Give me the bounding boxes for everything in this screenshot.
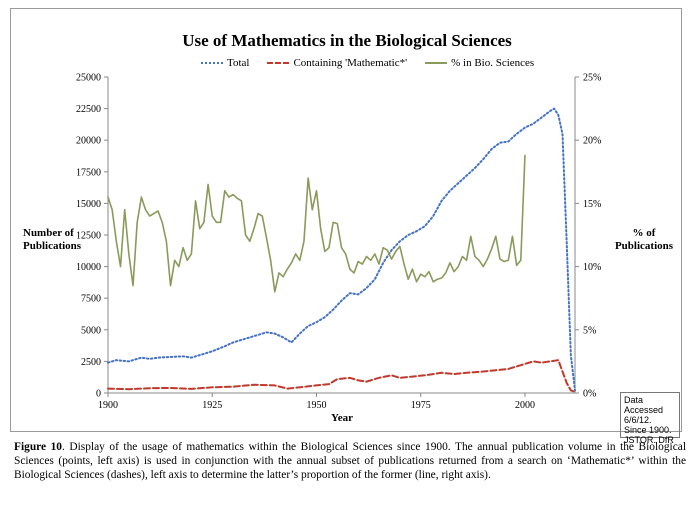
legend-swatch-pct [425, 62, 448, 64]
legend-label-math: Containing 'Mathematic*' [293, 57, 408, 69]
x-axis-label: Year [331, 412, 353, 424]
y-right-tick-label: 5% [583, 325, 596, 336]
y-left-tick-label: 22500 [76, 104, 101, 115]
y-right-tick-label: 15% [583, 199, 601, 210]
legend: Total Containing 'Mathematic*' % in Bio.… [201, 57, 534, 69]
x-tick-label: 1950 [306, 400, 326, 411]
y-left-tick-label: 2500 [81, 357, 101, 368]
y-left-tick-label: 25000 [76, 73, 101, 84]
chart-title: Use of Mathematics in the Biological Sci… [182, 31, 512, 50]
legend-label-total: Total [227, 57, 250, 69]
legend-label-pct: % in Bio. Sciences [451, 57, 535, 69]
y-left-tick-label: 20000 [76, 136, 101, 147]
series-total-line [107, 107, 576, 392]
caption-text: . Display of the usage of mathematics wi… [14, 441, 686, 481]
series-percent-line [107, 154, 526, 293]
y-right-tick-label: 25% [583, 73, 601, 84]
y-right-tick-label: 20% [583, 136, 601, 147]
y-left-tick-label: 15000 [76, 199, 101, 210]
data-note: Data Accessed 6/6/12. Since 1900. JSTOR.… [620, 392, 680, 445]
chart-frame: 0 2500 5000 7500 10000 12500 15000 17500 20000 22… [10, 8, 682, 445]
legend-entry-math: Containing 'Mathematic*' [267, 57, 407, 69]
y-axis-left-label: Number of Publications [23, 227, 82, 252]
legend-swatch-math [267, 62, 290, 64]
y-left-tick-label: 0 [96, 389, 101, 400]
caption-label: Figure 10 [14, 441, 62, 453]
x-tick-label: 2000 [515, 400, 535, 411]
figure-caption: Figure 10. Display of the usage of mathe… [14, 440, 686, 482]
y-axis-right-label: % of Publications [614, 227, 674, 252]
legend-swatch-total [201, 62, 223, 64]
x-tick-label: 1925 [202, 400, 222, 411]
y-left-tick-label: 7500 [81, 294, 101, 305]
y-left-tick-label: 12500 [76, 231, 101, 242]
series-mathematic-line [107, 359, 576, 393]
y-left-tick-label: 10000 [76, 262, 101, 273]
chart-plot: 0 2500 5000 7500 10000 12500 15000 17500 20000 22… [76, 73, 601, 412]
y-left-tick-label: 17500 [76, 167, 101, 178]
y-left-tick-label: 5000 [81, 325, 101, 336]
legend-entry-total: Total [201, 57, 249, 69]
x-tick-label: 1975 [411, 400, 431, 411]
y-right-tick-label: 0% [583, 389, 596, 400]
legend-entry-pct: % in Bio. Sciences [425, 57, 534, 69]
x-tick-label: 1900 [98, 400, 118, 411]
y-right-tick-label: 10% [583, 262, 601, 273]
